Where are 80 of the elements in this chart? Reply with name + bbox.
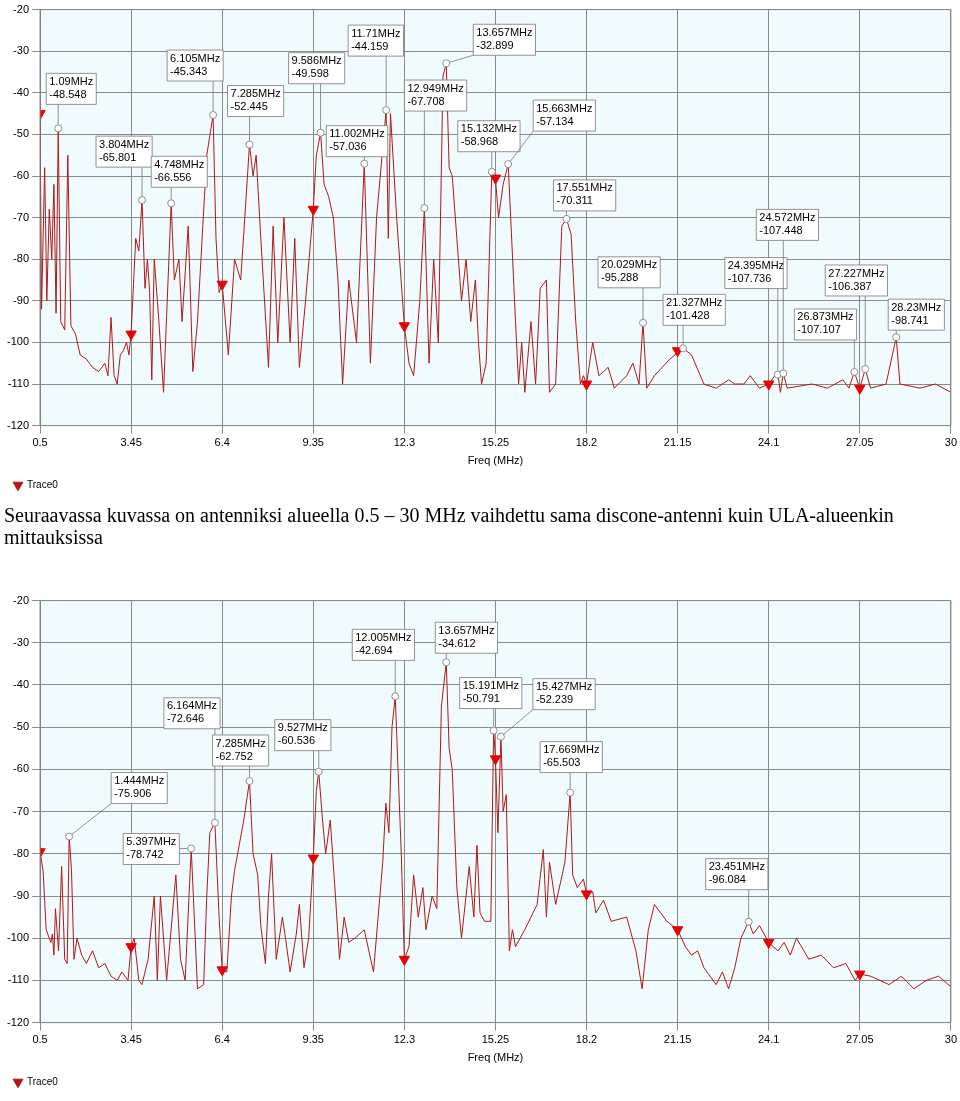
- annotation: 1.444MHz -75.906: [114, 774, 165, 800]
- y-tick-label: -60: [13, 169, 30, 182]
- annotation: 15.132MHz -58.968: [460, 122, 518, 148]
- annotation: 5.397MHz -78.742: [126, 835, 177, 861]
- annotation: 6.164MHz -72.646: [166, 699, 218, 725]
- chart-title: Seuraavassa kuvassa on antenniksi alueella 0.5 – 30 MHz vaihdettu sama discone-antenni kuin ULA-alueenkin mittauksissa: [3, 503, 895, 550]
- x-axis-title: Freq (MHz): [467, 1051, 524, 1064]
- annotation: 15.427MHz -52.239: [535, 680, 593, 706]
- y-tick-label: -40: [13, 85, 30, 98]
- y-tick-label: -20: [13, 593, 30, 606]
- x-tick-label: 24.1: [758, 1033, 780, 1046]
- x-tick-label: 27.05: [846, 436, 874, 449]
- annotation: 27.227MHz -106.387: [828, 266, 885, 292]
- x-tick-label: 18.2: [575, 436, 598, 449]
- annotation: 6.105MHz -45.343: [170, 51, 221, 77]
- x-tick-label: 30: [944, 1033, 958, 1046]
- y-tick-label: -60: [13, 762, 30, 775]
- annotation: 26.873MHz -107.107: [797, 310, 854, 336]
- annotation: 7.285MHz -62.752: [215, 736, 266, 762]
- y-tick-label: -120: [6, 1015, 30, 1028]
- x-axis-title: Freq (MHz): [467, 454, 524, 467]
- x-tick-label: 15.25: [481, 1033, 510, 1046]
- x-tick-label: 12.3: [393, 1033, 416, 1046]
- y-tick-label: -30: [13, 635, 30, 648]
- y-tick-label: -110: [7, 377, 30, 390]
- x-tick-label: 30: [944, 436, 958, 449]
- annotation: 11.71MHz -44.159: [351, 26, 401, 52]
- annotation: 1.09MHz -48.548: [49, 74, 94, 100]
- legend-label: Trace0: [27, 478, 59, 490]
- x-tick-label: 12.3: [393, 436, 416, 449]
- x-tick-label: 6.4: [214, 436, 230, 449]
- x-tick-label: 9.35: [302, 436, 324, 449]
- annotation: 15.191MHz -50.791: [462, 679, 519, 705]
- x-tick-label: 6.4: [214, 1033, 230, 1046]
- annotation: 23.451MHz -96.084: [708, 860, 765, 886]
- y-tick-label: -30: [13, 44, 30, 57]
- annotation: 13.657MHz -32.899: [476, 25, 533, 51]
- annotation: 24.395MHz -107.736: [727, 259, 785, 285]
- annotation: 7.285MHz -52.445: [230, 87, 281, 113]
- legend-label: Trace0: [27, 1075, 59, 1087]
- y-tick-label: -80: [13, 846, 30, 859]
- annotation: 17.669MHz -65.503: [543, 743, 600, 769]
- annotation: 21.327MHz -101.428: [666, 295, 723, 321]
- x-tick-label: 0.5: [32, 436, 48, 449]
- annotation: 9.586MHz -49.598: [291, 54, 342, 80]
- annotation: 24.572MHz -107.448: [759, 210, 816, 236]
- annotation: 4.748MHz -66.556: [154, 157, 205, 183]
- annotation: 11.002MHz -57.036: [329, 127, 385, 153]
- annotation: 12.949MHz -67.708: [407, 81, 464, 107]
- x-tick-label: 24.1: [758, 436, 780, 449]
- x-tick-label: 3.45: [120, 436, 142, 449]
- y-tick-label: -110: [7, 973, 30, 986]
- y-tick-label: -50: [13, 127, 30, 140]
- annotation: 3.804MHz -65.801: [99, 137, 150, 163]
- x-tick-label: 15.25: [481, 436, 510, 449]
- annotation: 12.005MHz -42.694: [355, 630, 412, 656]
- y-tick-label: -40: [13, 678, 30, 691]
- annotation: 13.657MHz -34.612: [438, 623, 495, 649]
- y-tick-label: -80: [13, 252, 30, 265]
- annotation: 17.551MHz -70.311: [556, 181, 613, 207]
- x-tick-label: 3.45: [120, 1033, 142, 1046]
- x-tick-label: 21.15: [663, 1033, 692, 1046]
- y-tick-label: -100: [6, 931, 30, 944]
- y-tick-label: -20: [13, 2, 30, 15]
- x-tick-label: 18.2: [575, 1033, 598, 1046]
- x-tick-label: 21.15: [663, 436, 692, 449]
- annotation: 9.527MHz -60.536: [277, 721, 328, 747]
- annotation: 20.029MHz -95.288: [601, 258, 658, 284]
- y-tick-label: -100: [6, 335, 30, 348]
- x-tick-label: 27.05: [846, 1033, 874, 1046]
- annotation: 28.23MHz -98.741: [891, 300, 942, 326]
- y-tick-label: -90: [13, 293, 30, 306]
- annotation: 15.663MHz -57.134: [536, 101, 593, 127]
- y-tick-label: -70: [13, 804, 30, 817]
- y-tick-label: -90: [13, 889, 30, 902]
- x-tick-label: 9.35: [302, 1033, 324, 1046]
- y-tick-label: -70: [13, 210, 30, 223]
- y-tick-label: -120: [6, 418, 30, 431]
- y-tick-label: -50: [13, 720, 30, 733]
- x-tick-label: 0.5: [32, 1033, 48, 1046]
